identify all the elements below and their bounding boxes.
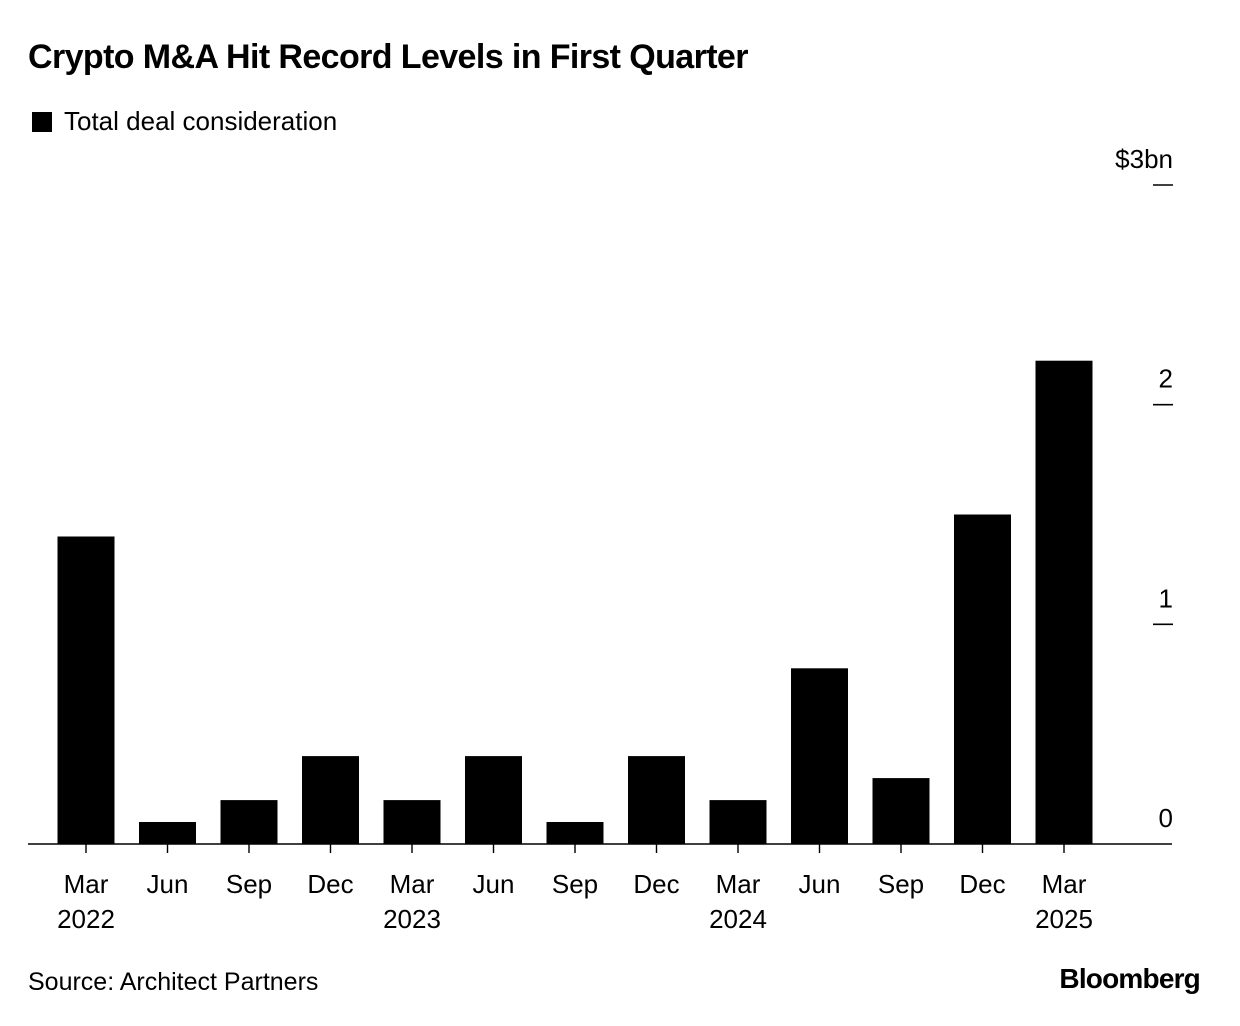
x-year-label-0: 2022 <box>57 904 115 934</box>
x-tick-label-12: Mar <box>1042 869 1087 899</box>
legend-label: Total deal consideration <box>64 106 338 136</box>
x-tick-label-4: Mar <box>390 869 435 899</box>
x-tick-label-9: Jun <box>799 869 841 899</box>
x-tick-label-8: Mar <box>716 869 761 899</box>
bar-8 <box>709 800 767 844</box>
bar-10 <box>872 778 930 844</box>
x-tick-label-6: Sep <box>552 869 598 899</box>
x-tick-label-1: Jun <box>147 869 189 899</box>
x-tick-label-7: Dec <box>633 869 679 899</box>
x-tick-label-11: Dec <box>959 869 1005 899</box>
x-tick-label-2: Sep <box>226 869 272 899</box>
bloomberg-logo: Bloomberg <box>1059 963 1200 994</box>
x-tick-label-10: Sep <box>878 869 924 899</box>
y-tick-label-0: 0 <box>1159 803 1173 833</box>
bar-1 <box>139 822 196 844</box>
x-year-label-4: 2023 <box>383 904 441 934</box>
x-tick-label-5: Jun <box>473 869 515 899</box>
x-tick-label-3: Dec <box>307 869 353 899</box>
x-year-label-8: 2024 <box>709 904 767 934</box>
legend: Total deal consideration <box>32 106 337 137</box>
bar-chart: Mar 2022 Jun Sep Dec Mar 2023 Jun Sep Dec Mar 2024 J… <box>28 144 1173 934</box>
bar-0 <box>57 536 115 844</box>
x-tick-label-0: Mar <box>64 869 109 899</box>
bar-4 <box>383 800 441 844</box>
y-tick-label-3: $3bn <box>1115 144 1173 174</box>
y-tick-label-1: 1 <box>1159 583 1173 613</box>
legend-swatch <box>32 111 52 132</box>
bar-2 <box>220 800 278 844</box>
bar-7 <box>628 756 685 844</box>
chart-title: Crypto M&A Hit Record Levels in First Qu… <box>28 38 748 76</box>
bar-3 <box>302 756 359 844</box>
bar-6 <box>546 822 604 844</box>
bar-12 <box>1035 360 1093 844</box>
bar-5 <box>465 756 522 844</box>
bar-11 <box>954 514 1011 844</box>
x-year-label-12: 2025 <box>1035 904 1093 934</box>
bar-9 <box>791 668 848 844</box>
source-note: Source: Architect Partners <box>28 968 319 996</box>
y-tick-label-2: 2 <box>1159 364 1173 394</box>
